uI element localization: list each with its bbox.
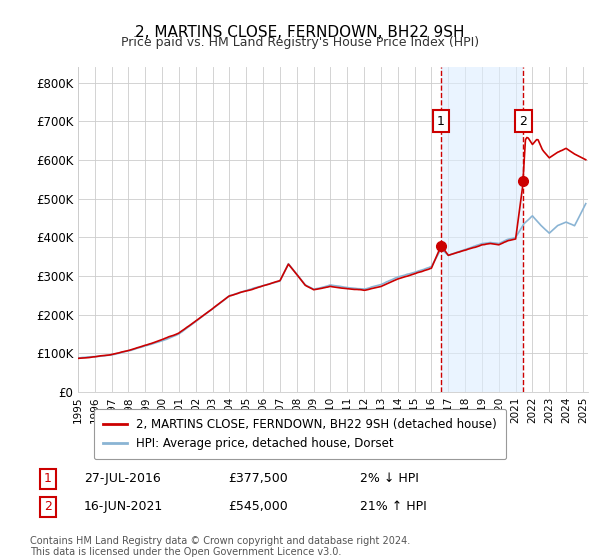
Legend: 2, MARTINS CLOSE, FERNDOWN, BH22 9SH (detached house), HPI: Average price, detac: 2, MARTINS CLOSE, FERNDOWN, BH22 9SH (de… (94, 409, 506, 459)
Text: 2, MARTINS CLOSE, FERNDOWN, BH22 9SH: 2, MARTINS CLOSE, FERNDOWN, BH22 9SH (135, 25, 465, 40)
Text: 21% ↑ HPI: 21% ↑ HPI (360, 500, 427, 514)
Text: 1: 1 (437, 115, 445, 128)
Text: Price paid vs. HM Land Registry's House Price Index (HPI): Price paid vs. HM Land Registry's House … (121, 36, 479, 49)
Text: 1: 1 (44, 472, 52, 486)
Text: £545,000: £545,000 (228, 500, 288, 514)
Text: 2: 2 (44, 500, 52, 514)
Text: Contains HM Land Registry data © Crown copyright and database right 2024.
This d: Contains HM Land Registry data © Crown c… (30, 535, 410, 557)
Text: 2% ↓ HPI: 2% ↓ HPI (360, 472, 419, 486)
Text: 2: 2 (520, 115, 527, 128)
Text: 16-JUN-2021: 16-JUN-2021 (84, 500, 163, 514)
Text: 27-JUL-2016: 27-JUL-2016 (84, 472, 161, 486)
Text: £377,500: £377,500 (228, 472, 288, 486)
Bar (441, 67, 523, 392)
